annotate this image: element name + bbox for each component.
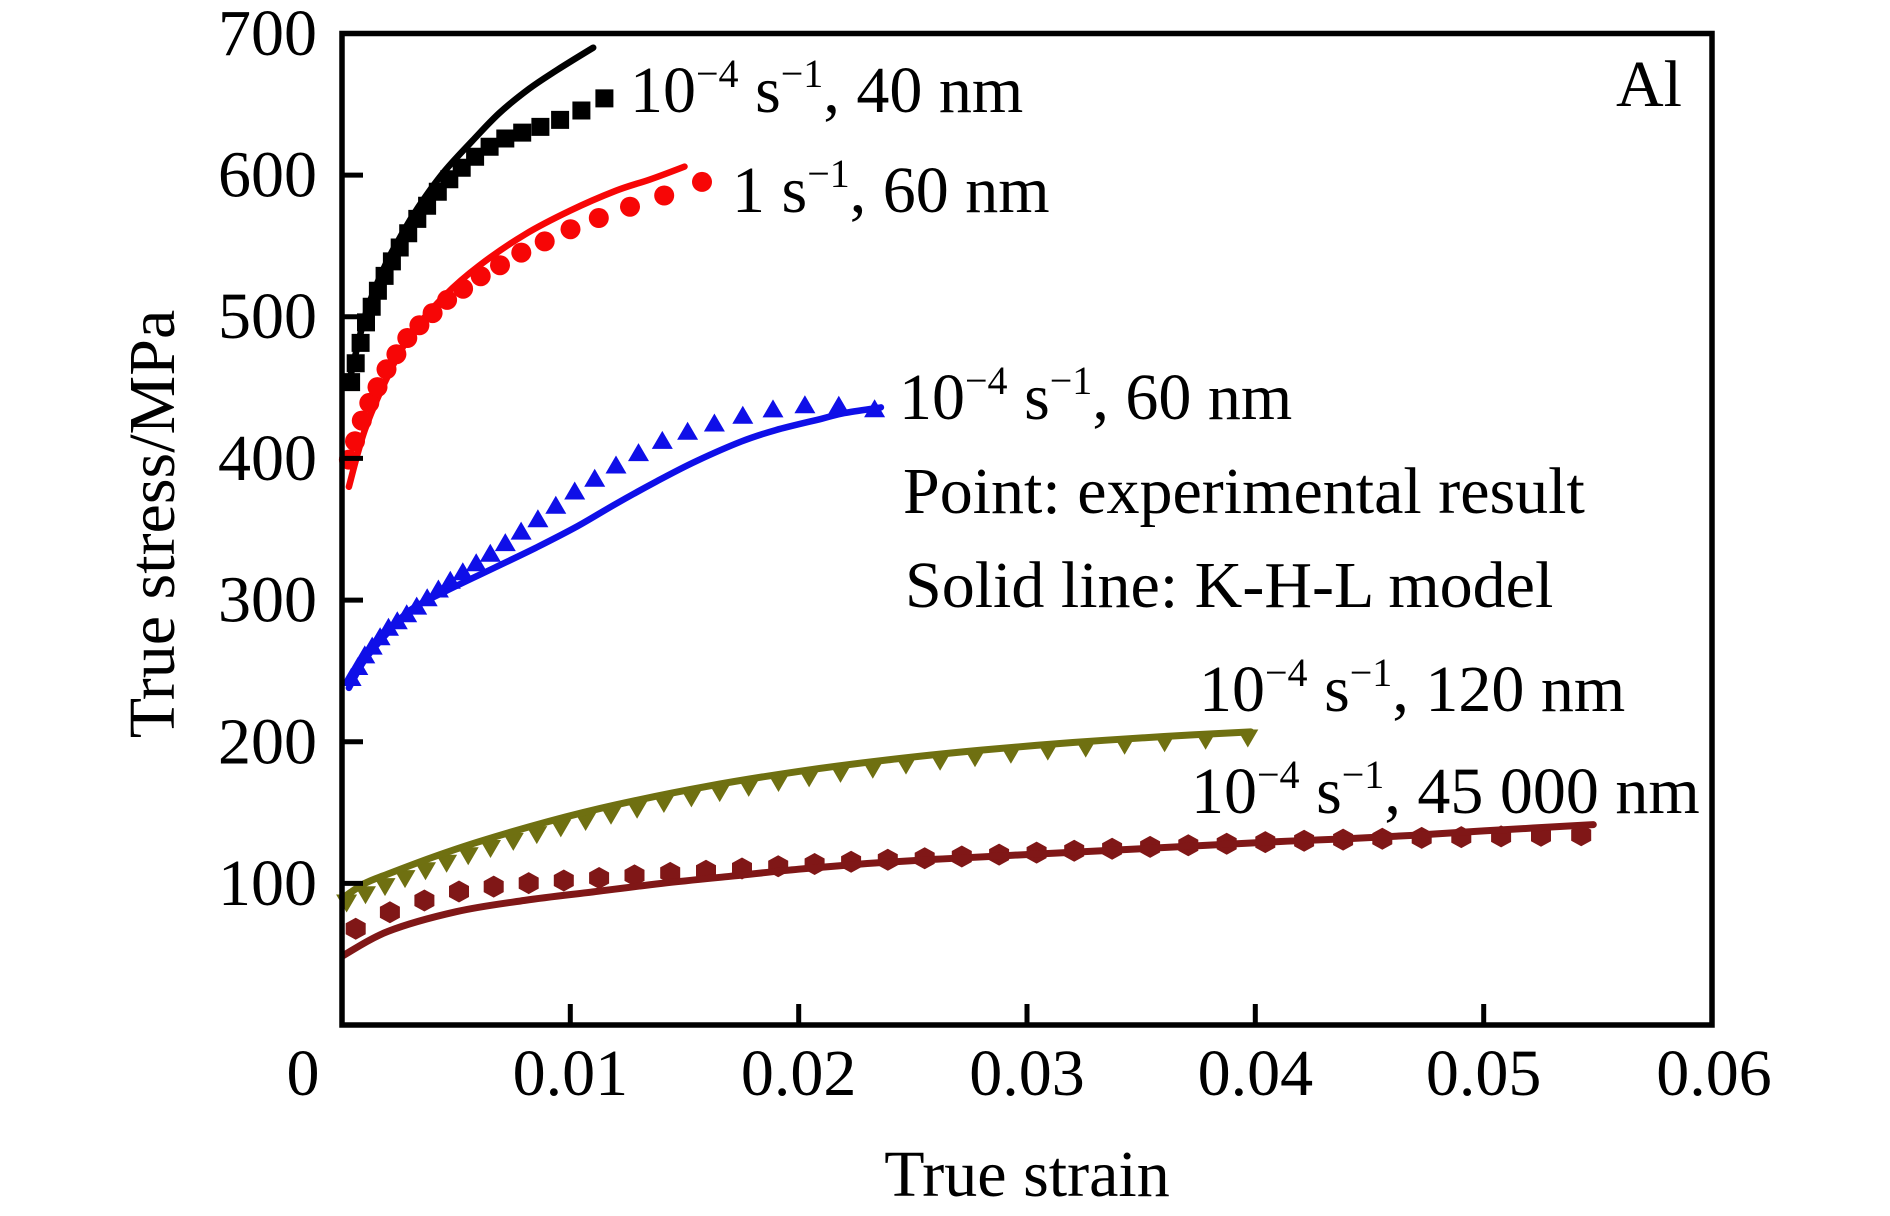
svg-text:0.05: 0.05 (1426, 1037, 1542, 1110)
svg-text:200: 200 (218, 705, 317, 778)
svg-text:100: 100 (218, 847, 317, 920)
svg-text:0.04: 0.04 (1198, 1037, 1314, 1110)
svg-text:True stress/MPa: True stress/MPa (116, 310, 189, 738)
svg-text:1 s−1​, 60 nm: 1 s−1​, 60 nm (732, 151, 1050, 227)
svg-text:10−4​ s−1​, 120 nm: 10−4​ s−1​, 120 nm (1199, 650, 1625, 726)
svg-text:600: 600 (218, 139, 317, 212)
svg-text:500: 500 (218, 280, 317, 353)
svg-text:Al: Al (1616, 48, 1682, 121)
svg-text:300: 300 (218, 564, 317, 637)
svg-text:400: 400 (218, 422, 317, 495)
svg-text:10−4​ s−1​, 45 000 nm: 10−4​ s−1​, 45 000 nm (1191, 752, 1700, 828)
svg-text:0.01: 0.01 (513, 1037, 629, 1110)
svg-text:0.03: 0.03 (969, 1037, 1085, 1110)
svg-text:Point: experimental result: Point: experimental result (903, 455, 1585, 528)
svg-text:10−4​ s−1​, 40 nm: 10−4​ s−1​, 40 nm (630, 51, 1023, 127)
svg-text:10−4​ s−1​, 60 nm: 10−4​ s−1​, 60 nm (899, 358, 1292, 434)
svg-text:Solid line: K-H-L model: Solid line: K-H-L model (905, 549, 1553, 622)
svg-text:700: 700 (218, 0, 317, 70)
svg-text:0: 0 (287, 1037, 320, 1110)
svg-text:True strain: True strain (884, 1138, 1169, 1211)
svg-text:0.06: 0.06 (1656, 1037, 1772, 1110)
svg-text:0.02: 0.02 (741, 1037, 857, 1110)
